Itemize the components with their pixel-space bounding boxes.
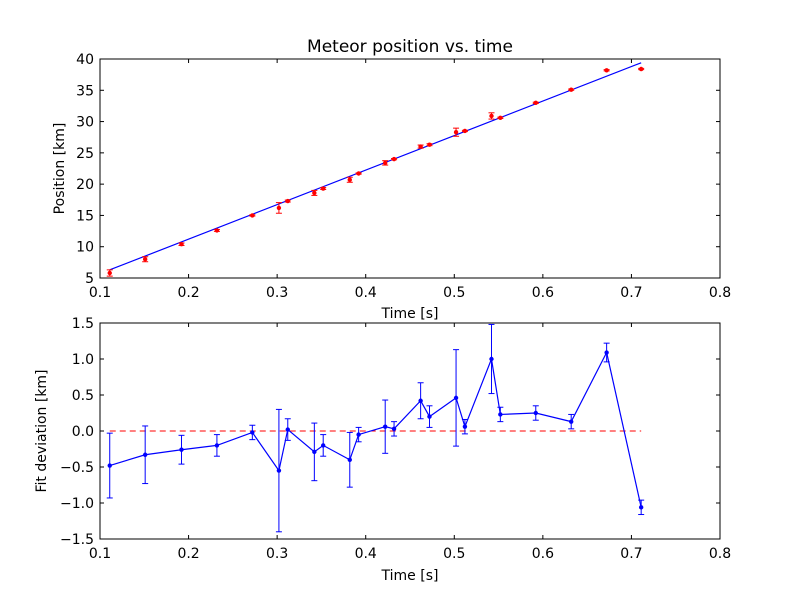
y-tick-label: 1.0: [72, 352, 94, 368]
deviation-plot-y-axis-label: Fit deviation [km]: [34, 369, 50, 492]
data-point: [498, 115, 503, 121]
x-tick-label: 0.3: [266, 285, 288, 301]
data-point: [453, 130, 459, 135]
data-point: [107, 270, 112, 276]
deviation-plot-series: [106, 323, 645, 533]
data-point: [391, 156, 397, 162]
data-point: [214, 443, 220, 448]
data-point: [142, 257, 148, 262]
data-point: [569, 87, 574, 92]
data-point: [462, 128, 468, 134]
data-point: [453, 395, 459, 401]
x-tick-label: 0.4: [355, 546, 377, 562]
y-tick-label: 40: [76, 52, 94, 68]
y-tick-label: 0.5: [72, 388, 94, 404]
data-point: [489, 113, 494, 119]
y-tick-label: −0.5: [60, 460, 94, 476]
data-point: [638, 505, 644, 510]
position-plot-x-axis-label: Time [s]: [381, 306, 439, 322]
data-point: [638, 66, 644, 72]
x-tick-label: 0.3: [266, 546, 288, 562]
data-point: [391, 426, 397, 432]
data-point: [604, 350, 609, 355]
data-point: [427, 414, 432, 419]
data-point: [321, 443, 326, 448]
x-tick-label: 0.7: [620, 546, 642, 562]
data-point: [347, 457, 352, 462]
x-tick-label: 0.6: [532, 285, 554, 301]
data-point: [214, 228, 220, 233]
x-tick-label: 0.4: [355, 285, 377, 301]
x-tick-label: 0.2: [177, 546, 199, 562]
x-tick-label: 0.5: [443, 285, 465, 301]
x-tick-label: 0.8: [709, 285, 731, 301]
data-point: [276, 205, 282, 211]
data-point: [356, 432, 361, 437]
data-point: [383, 160, 388, 166]
x-tick-label: 0.8: [709, 546, 731, 562]
x-tick-label: 0.2: [177, 285, 199, 301]
position-plot-ticks: 0.1 0.2 0.3 0.4 0.5 0.6 0.7 0.8 5 10 15 20 25 30 35 40: [76, 52, 731, 301]
x-tick-label: 0.5: [443, 546, 465, 562]
y-tick-label: 5: [85, 271, 94, 287]
deviation-plot-ticks: 0.1 0.2 0.3 0.4 0.5 0.6 0.7 0.8 −1.5 −1.0 −0.5 0.0 0…: [60, 316, 731, 562]
x-tick-label: 0.6: [532, 546, 554, 562]
deviation-plot-x-axis-label: Time [s]: [381, 568, 439, 584]
x-tick-label: 0.7: [620, 285, 642, 301]
y-tick-label: 30: [76, 115, 94, 131]
x-tick-label: 0.1: [89, 546, 111, 562]
data-point: [356, 171, 361, 176]
data-point: [418, 144, 423, 149]
data-point: [383, 424, 388, 429]
data-point: [179, 242, 184, 247]
data-point: [250, 213, 255, 218]
data-point: [179, 447, 184, 452]
data-point: [489, 356, 494, 362]
y-tick-label: 20: [76, 177, 94, 193]
data-point: [604, 68, 609, 73]
y-tick-label: 25: [76, 146, 94, 162]
position-plot-fit-line: [109, 62, 642, 271]
position-plot: Meteor position vs. time Time [s] Positi…: [52, 37, 731, 322]
data-point: [142, 452, 148, 457]
position-plot-data-points: [106, 66, 645, 277]
data-point: [321, 186, 326, 191]
y-tick-label: 15: [76, 208, 94, 224]
y-tick-label: −1.0: [60, 496, 94, 512]
position-plot-frame: [99, 58, 721, 279]
y-tick-label: 0.0: [72, 424, 94, 440]
y-tick-label: 1.5: [72, 316, 94, 332]
y-tick-label: 10: [76, 240, 94, 256]
data-point: [427, 142, 432, 147]
data-point: [347, 177, 352, 182]
fit-line: [109, 62, 642, 271]
data-point: [312, 449, 317, 455]
y-tick-label: 35: [76, 83, 94, 99]
data-point: [569, 419, 574, 424]
data-point: [285, 427, 290, 432]
x-tick-label: 0.1: [89, 285, 111, 301]
data-point: [533, 100, 538, 106]
y-tick-label: −1.5: [60, 532, 94, 548]
data-point: [312, 190, 317, 196]
position-plot-title: Meteor position vs. time: [307, 37, 513, 57]
data-point: [533, 410, 538, 416]
data-point: [418, 398, 423, 403]
position-plot-y-axis-label: Position [km]: [52, 123, 68, 215]
data-point: [276, 468, 282, 473]
data-point: [285, 198, 290, 204]
deviation-plot: Time [s] Fit deviation [km] 0.1 0.2 0.3 0.4…: [34, 316, 731, 584]
data-point: [250, 430, 255, 435]
data-point: [498, 412, 503, 417]
data-point: [462, 424, 468, 429]
data-point: [107, 463, 112, 468]
